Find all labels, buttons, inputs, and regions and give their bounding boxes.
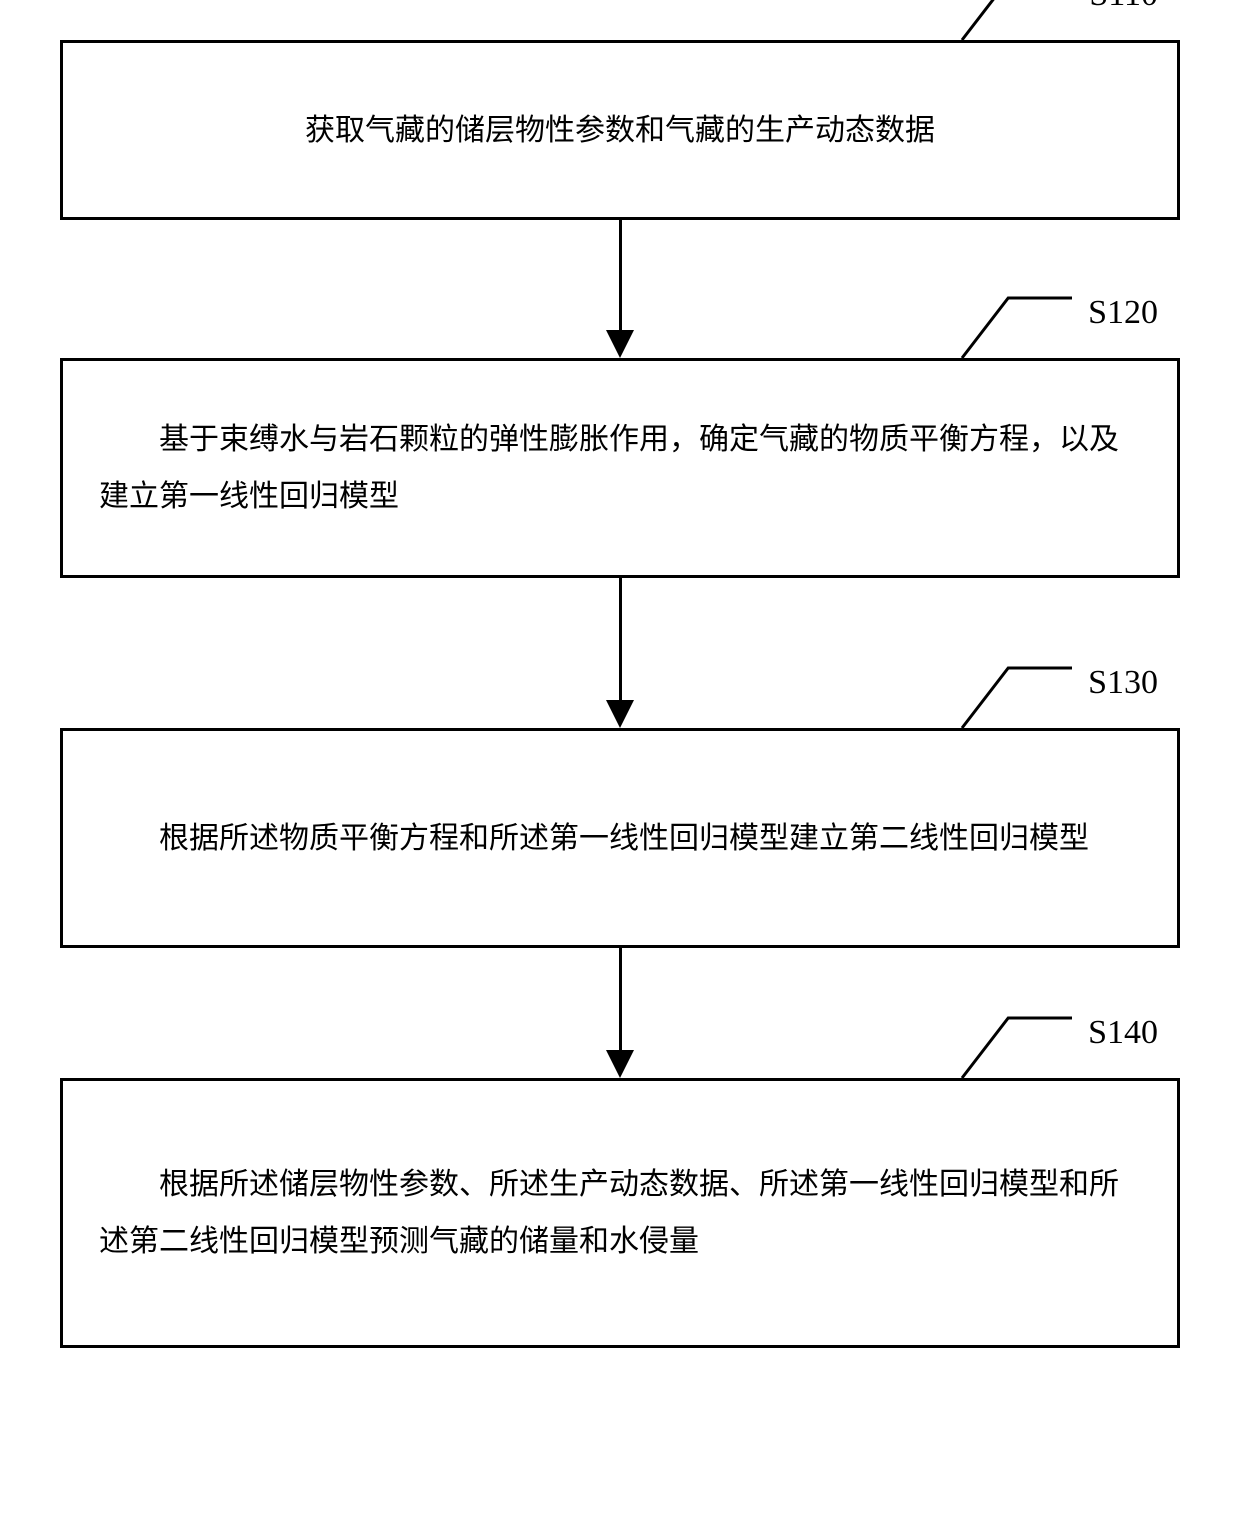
arrow-line [619,220,622,330]
step-box: 根据所述物质平衡方程和所述第一线性回归模型建立第二线性回归模型 [60,728,1180,948]
step-box: 根据所述储层物性参数、所述生产动态数据、所述第一线性回归模型和所述第二线性回归模… [60,1078,1180,1348]
arrow-down [606,220,634,358]
arrow-head-icon [606,1050,634,1078]
arrow-line [619,578,622,700]
step-s110: S110获取气藏的储层物性参数和气藏的生产动态数据 [60,40,1180,220]
step-text: 根据所述物质平衡方程和所述第一线性回归模型建立第二线性回归模型 [99,810,1141,867]
arrow-head-icon [606,330,634,358]
step-box: 基于束缚水与岩石颗粒的弹性膨胀作用，确定气藏的物质平衡方程，以及建立第一线性回归… [60,358,1180,578]
step-s140: S140根据所述储层物性参数、所述生产动态数据、所述第一线性回归模型和所述第二线… [60,1078,1180,1348]
arrow-down [606,948,634,1078]
arrow-line [619,948,622,1050]
step-s130: S130根据所述物质平衡方程和所述第一线性回归模型建立第二线性回归模型 [60,728,1180,948]
step-label-s110: S110 [1089,0,1158,14]
step-text: 基于束缚水与岩石颗粒的弹性膨胀作用，确定气藏的物质平衡方程，以及建立第一线性回归… [99,411,1141,525]
step-text: 获取气藏的储层物性参数和气藏的生产动态数据 [91,102,1149,159]
step-box: 获取气藏的储层物性参数和气藏的生产动态数据 [60,40,1180,220]
step-label-s130: S130 [1088,664,1158,702]
step-label-s120: S120 [1088,294,1158,332]
flowchart-container: S110获取气藏的储层物性参数和气藏的生产动态数据S120基于束缚水与岩石颗粒的… [60,40,1180,1348]
step-s120: S120基于束缚水与岩石颗粒的弹性膨胀作用，确定气藏的物质平衡方程，以及建立第一… [60,358,1180,578]
arrow-down [606,578,634,728]
arrow-head-icon [606,700,634,728]
step-label-s140: S140 [1088,1014,1158,1052]
step-text: 根据所述储层物性参数、所述生产动态数据、所述第一线性回归模型和所述第二线性回归模… [99,1156,1141,1270]
